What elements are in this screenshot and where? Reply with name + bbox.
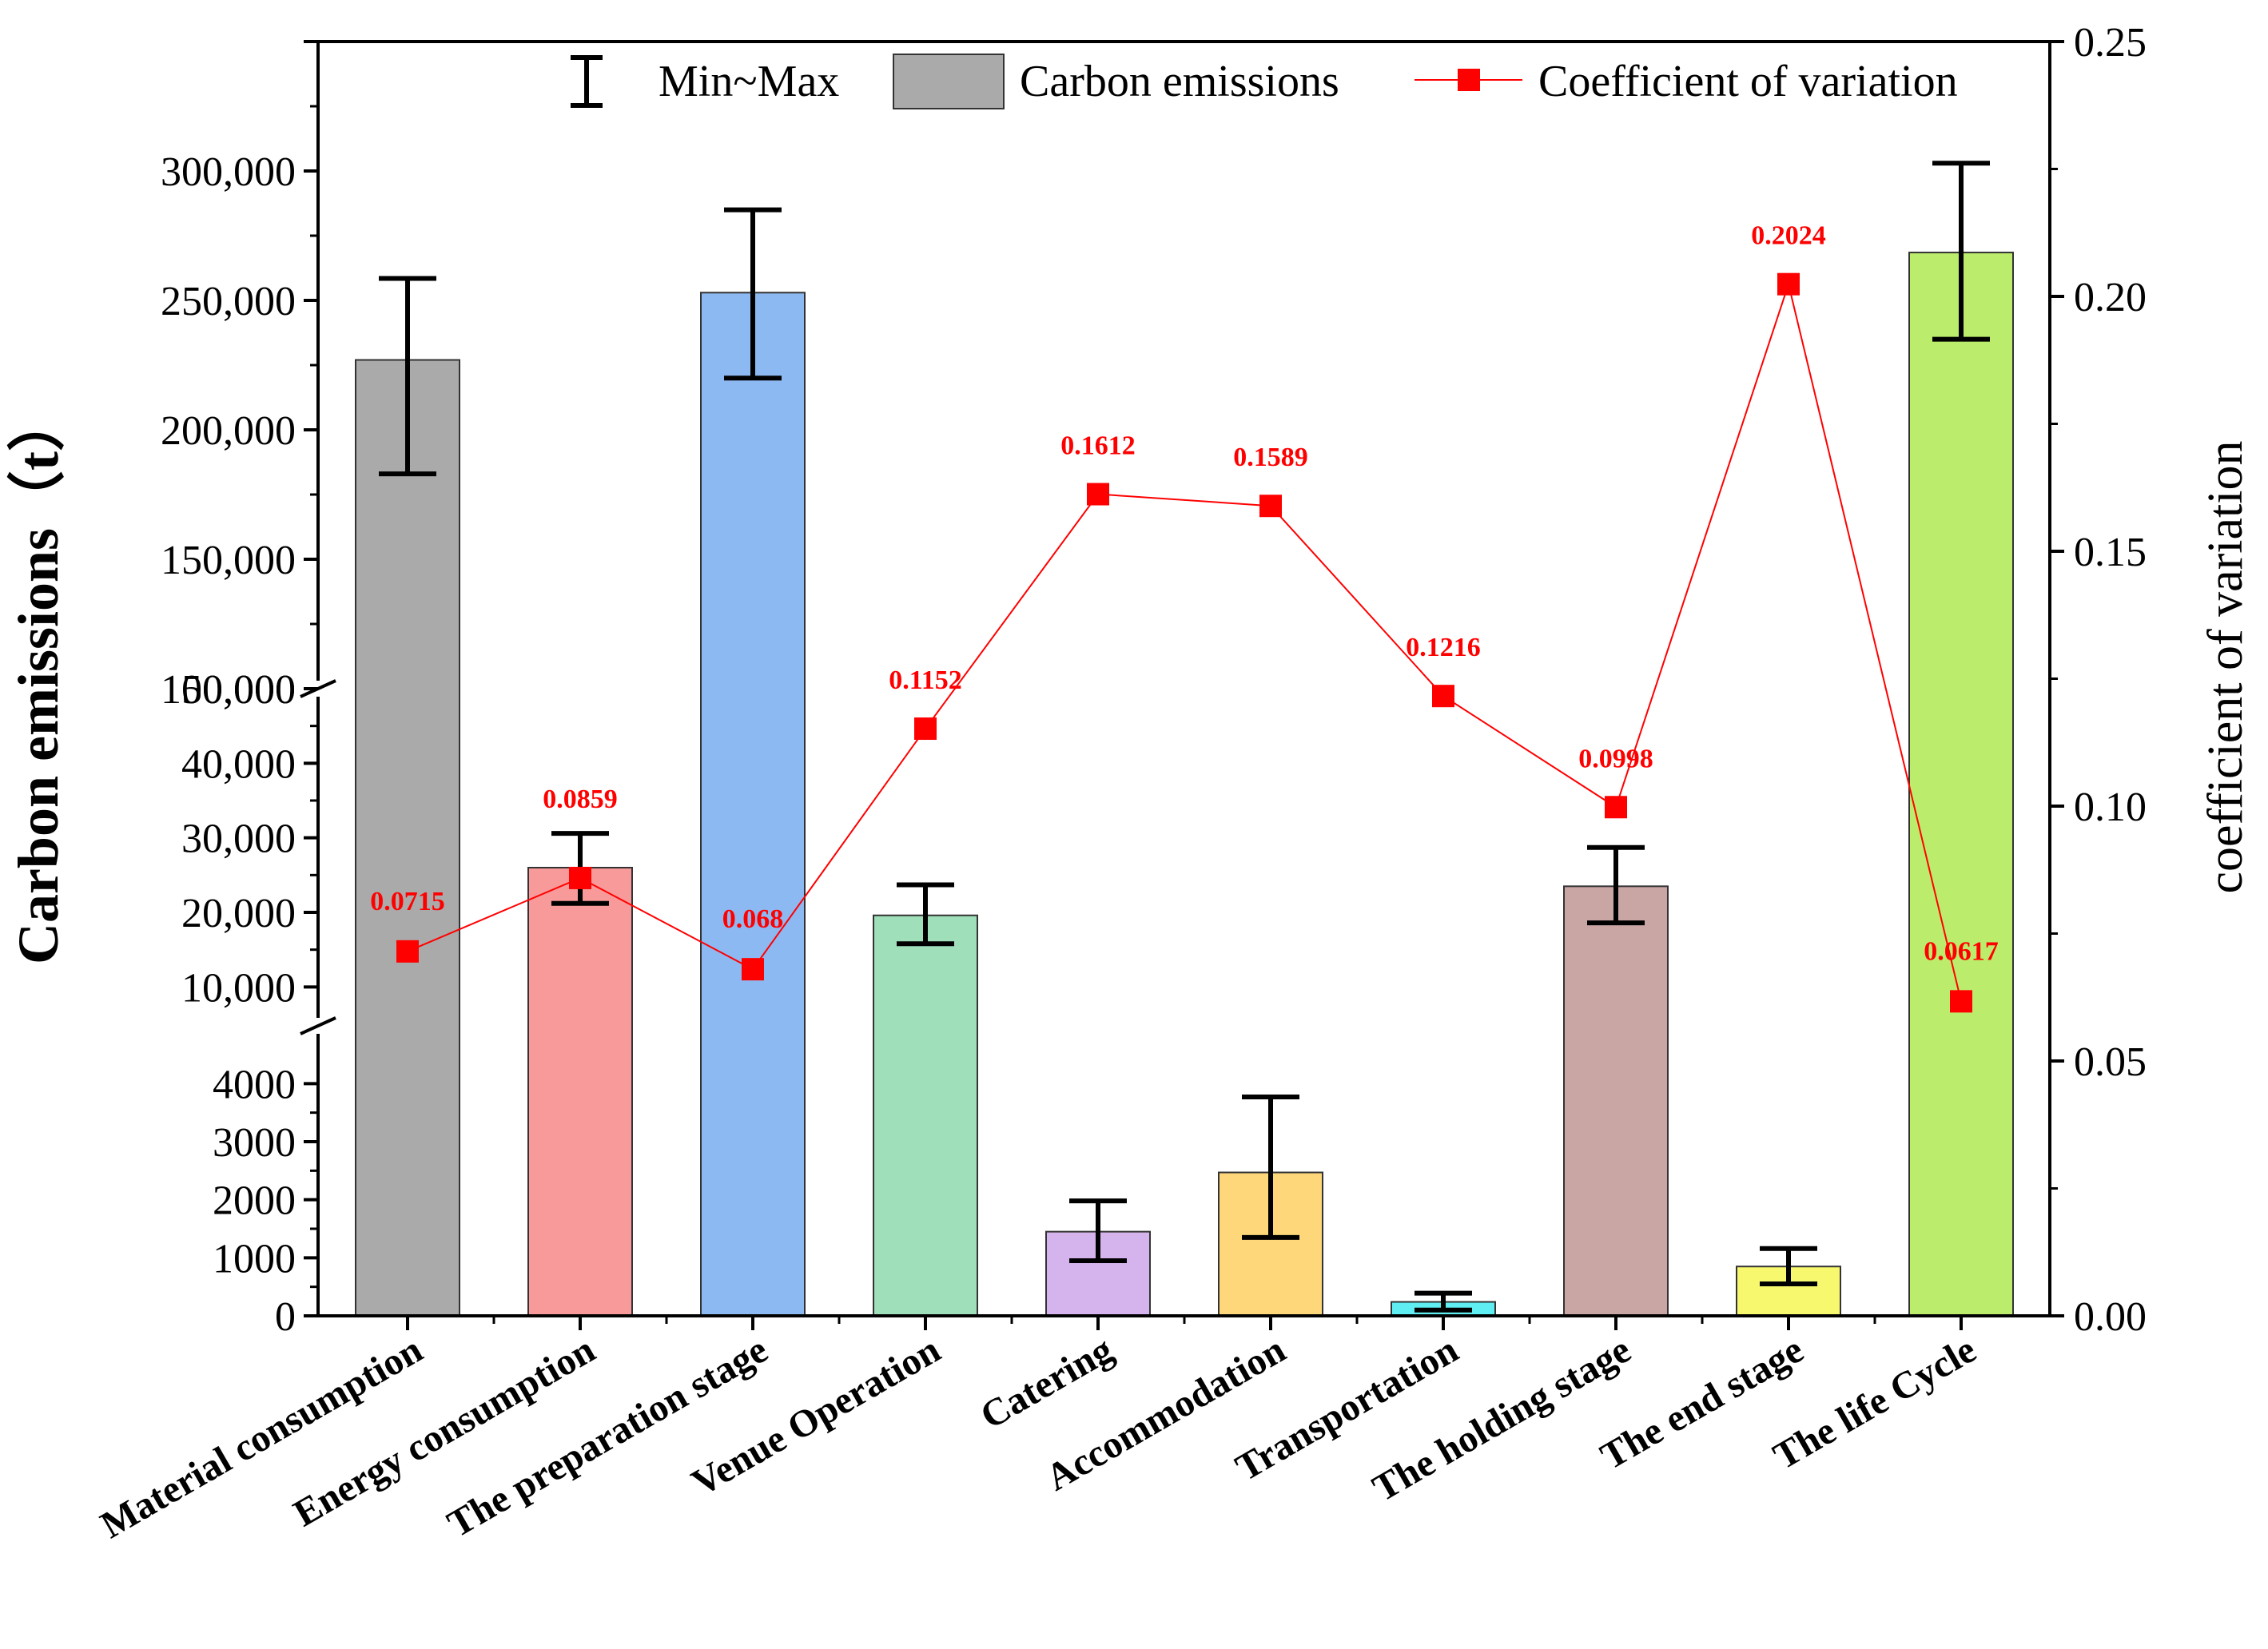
legend-label-emissions: Carbon emissions xyxy=(1020,57,1339,106)
y-tick-label: 200,000 xyxy=(161,408,296,454)
y-axis-title: Carbon emissions（t） xyxy=(6,394,70,964)
cv-marker-energy-consumption xyxy=(569,866,591,889)
legend-emissions-swatch xyxy=(893,54,1005,109)
y2-tick-label: 0.20 xyxy=(2074,275,2147,320)
cv-value-label: 0.1589 xyxy=(1233,443,1308,472)
cv-value-label: 0.0998 xyxy=(1578,744,1653,773)
legend-label-minmax: Min~Max xyxy=(659,57,839,106)
y2-tick-label: 0.05 xyxy=(2074,1039,2147,1085)
bar-the-holding-stage xyxy=(1563,885,1669,1317)
ticks-layer: 0 1000 2000 3000 4000 10,000 20,000 30,000 40,00… xyxy=(161,20,2147,1340)
cv-marker-the-life-cycle xyxy=(1950,990,1972,1013)
y-tick-label: 300,000 xyxy=(161,149,296,195)
y2-axis-title: coefficient of variation xyxy=(2198,441,2253,894)
y-tick-label: 20,000 xyxy=(181,891,296,936)
errorbar-the-holding-stage xyxy=(1587,844,1645,926)
bar-the-preparation-stage xyxy=(700,292,806,1317)
cv-series-line xyxy=(407,281,1962,1002)
y2-tick-label: 0.25 xyxy=(2074,20,2147,66)
legend-label-cv: Coefficient of variation xyxy=(1538,57,1958,106)
y2-tick-label: 0.00 xyxy=(2074,1294,2147,1340)
x-category-label: Catering xyxy=(973,1329,1120,1438)
cv-marker-the-preparation-stage xyxy=(742,958,764,981)
y-tick-label: 100,000 xyxy=(161,667,296,713)
errorbar-the-end-stage xyxy=(1760,1246,1817,1287)
cv-value-label: 0.2024 xyxy=(1751,221,1826,251)
cv-marker-catering xyxy=(1087,483,1109,506)
y-tick-label: 1000 xyxy=(213,1236,296,1281)
y-tick-label: 10,000 xyxy=(181,965,296,1011)
cv-line-layer: 0.0715 0.0859 0.068 0.1152 0.1612 0.1589 0.121… xyxy=(370,221,1999,1013)
cv-value-label: 0.1612 xyxy=(1060,431,1136,461)
cv-marker-the-end-stage xyxy=(1777,272,1800,296)
bar-material-consumption xyxy=(355,359,460,1317)
cv-value-label: 0.0715 xyxy=(370,887,445,916)
errorbar-venue-operation xyxy=(897,882,954,947)
cv-value-label: 0.0859 xyxy=(543,785,618,814)
errorbars-layer xyxy=(379,161,1990,1313)
errorbar-the-preparation-stage xyxy=(724,207,782,381)
cv-value-label: 0.1216 xyxy=(1406,633,1481,662)
y-tick-label: 30,000 xyxy=(181,817,296,862)
cv-marker-accommodation xyxy=(1259,495,1282,518)
cv-marker-venue-operation xyxy=(914,717,937,741)
y-tick-label: 50,000 xyxy=(181,667,296,713)
cv-marker-the-holding-stage xyxy=(1605,796,1627,819)
y-tick-label: 0 xyxy=(275,1294,296,1340)
x-category-label: The preparation stage xyxy=(440,1329,774,1546)
y2-tick-label: 0.10 xyxy=(2074,785,2147,830)
y-tick-label: 40,000 xyxy=(181,741,296,787)
y-tick-label: 150,000 xyxy=(161,538,296,583)
cv-value-label: 0.1152 xyxy=(889,666,962,695)
bar-the-life-cycle xyxy=(1908,252,2014,1317)
x-category-label: Material consumption xyxy=(94,1329,429,1547)
errorbar-material-consumption xyxy=(379,276,436,477)
y2-tick-label: 0.15 xyxy=(2074,530,2147,575)
y-tick-label: 3000 xyxy=(213,1120,296,1166)
errorbar-the-life-cycle xyxy=(1932,161,1990,342)
bar-energy-consumption xyxy=(527,867,633,1317)
legend-cv-marker xyxy=(1458,69,1480,91)
x-category-label: Energy consumption xyxy=(287,1329,603,1536)
y-tick-label: 250,000 xyxy=(161,279,296,324)
bar-venue-operation xyxy=(873,914,978,1317)
cv-marker-material-consumption xyxy=(396,940,419,963)
errorbar-transportation xyxy=(1415,1290,1472,1313)
axis-break-lower xyxy=(300,1016,336,1035)
cv-value-label: 0.0617 xyxy=(1924,936,1999,966)
cv-marker-transportation xyxy=(1432,685,1454,708)
errorbar-accommodation xyxy=(1242,1095,1299,1240)
y-tick-label: 2000 xyxy=(213,1178,296,1224)
errorbar-catering xyxy=(1069,1198,1127,1263)
y-tick-label: 4000 xyxy=(213,1062,296,1107)
legend: Min~Max Carbon emissions Coefficient of va… xyxy=(571,54,1958,109)
cv-value-label: 0.068 xyxy=(722,904,784,934)
